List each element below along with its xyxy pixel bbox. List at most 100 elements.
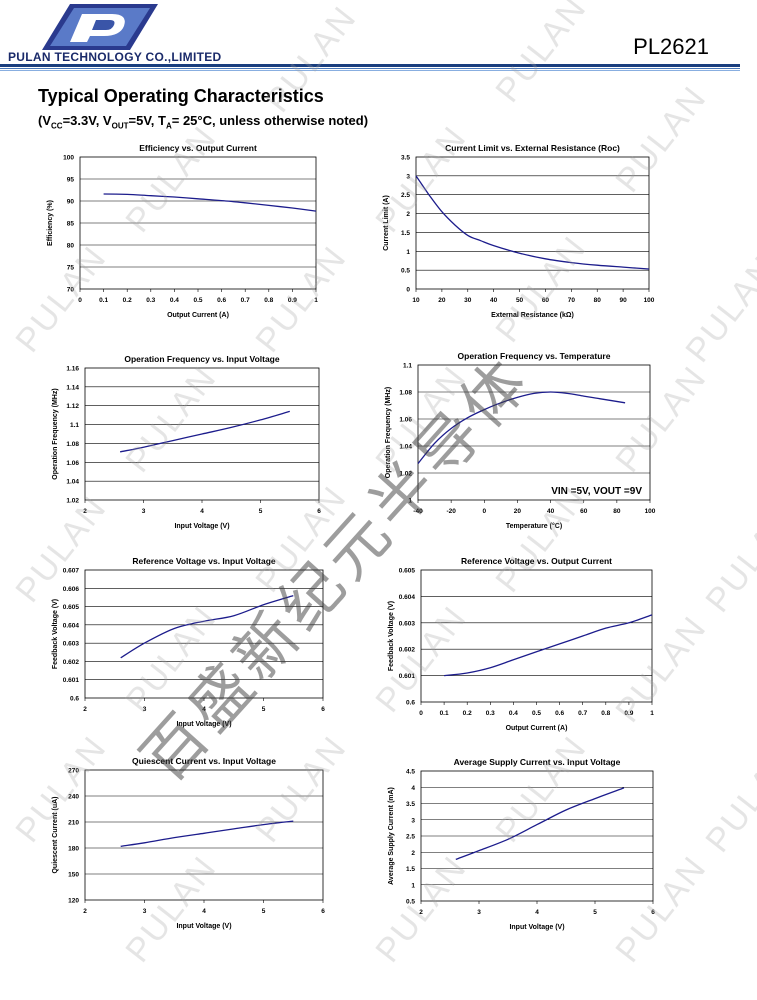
y-tick-label: 90 [67, 199, 75, 206]
y-tick-label: 75 [67, 265, 75, 272]
x-tick-label: 0.4 [509, 710, 518, 717]
y-tick-label: 2 [406, 211, 410, 218]
y-tick-label: 0 [406, 287, 410, 294]
y-tick-label: 0.604 [399, 594, 416, 601]
series-line [455, 787, 625, 861]
x-tick-label: 80 [613, 508, 621, 515]
series-line [103, 193, 317, 212]
x-tick-label: 0.1 [99, 297, 108, 304]
y-tick-label: 1 [406, 249, 410, 256]
x-tick-label: 100 [644, 297, 655, 304]
x-tick-label: 4 [202, 908, 206, 915]
x-tick-label: 1 [650, 710, 654, 717]
x-tick-label: 6 [321, 908, 325, 915]
x-axis-label: Temperature (°C) [506, 522, 562, 530]
x-tick-label: 0.2 [123, 297, 132, 304]
chart-efficiency-vs-output-current: 70 75 80 85 90 95 100 0 0.1 0.2 0.3 0.4 0.5 0.6 0.7 0.8… [47, 143, 318, 319]
chart-quiescent-current-vs-input-voltage: 120 150 180 210 240 270 2 3 4 5 6 Quiescent Current… [52, 756, 325, 930]
x-axis-label: Output Current (A) [506, 725, 568, 732]
series-line [415, 175, 650, 270]
x-tick-label: 40 [490, 297, 498, 304]
x-tick-label: 80 [594, 297, 602, 304]
x-tick-label: 0.8 [264, 297, 273, 304]
x-tick-label: 3 [477, 909, 481, 916]
y-axis-label: Current Limit (A) [383, 195, 390, 251]
x-tick-label: 0.3 [146, 297, 155, 304]
y-tick-label: 3.5 [401, 155, 410, 162]
y-tick-label: 120 [68, 898, 79, 905]
y-tick-label: 1.08 [66, 441, 79, 448]
x-tick-label: 0.6 [555, 710, 564, 717]
x-tick-label: 0.5 [193, 297, 202, 304]
header-rule [0, 64, 740, 67]
x-tick-label: 0.7 [578, 710, 587, 717]
company-name: PULAN TECHNOLOGY CO.,LIMITED [8, 50, 222, 64]
x-tick-label: 3 [143, 908, 147, 915]
y-tick-label: 0.5 [406, 899, 415, 906]
y-tick-label: 1.06 [66, 460, 79, 467]
x-tick-label: 5 [262, 908, 266, 915]
y-tick-label: 150 [68, 872, 79, 879]
y-tick-label: 1.04 [66, 479, 79, 486]
y-tick-label: 80 [67, 243, 75, 250]
x-tick-label: 0.7 [241, 297, 250, 304]
header: PULAN TECHNOLOGY CO.,LIMITED PL2621 [0, 0, 757, 80]
y-tick-label: 0.601 [63, 677, 80, 684]
y-axis-label: Operation Frequency (MHz) [385, 387, 392, 478]
x-tick-label: 0.8 [601, 710, 610, 717]
y-tick-label: 0.604 [63, 622, 80, 629]
y-tick-label: 0.606 [63, 586, 80, 593]
x-tick-label: 2 [419, 909, 423, 916]
x-tick-label: 40 [547, 508, 555, 515]
y-tick-label: 0.602 [399, 647, 416, 654]
x-tick-label: 0.3 [486, 710, 495, 717]
series-line [120, 820, 294, 847]
header-rule-light [0, 70, 740, 71]
y-tick-label: 1.12 [66, 403, 79, 410]
plot-area [417, 364, 651, 501]
x-tick-label: 5 [262, 706, 266, 713]
chart-frequency-vs-temperature: 1 1.02 1.04 1.06 1.08 1.1 -40 -20 0 20 40 60 80 100 Op… [385, 351, 656, 530]
y-tick-label: 0.602 [63, 659, 80, 666]
y-tick-label: 0.603 [63, 641, 80, 648]
y-axis-label: Average Supply Current (mA) [388, 787, 395, 885]
y-tick-label: 1.08 [399, 390, 412, 397]
chart-frequency-vs-input-voltage: 1.02 1.04 1.06 1.08 1.1 1.12 1.14 1.16 2 3 4 5 6 Oper… [52, 354, 321, 530]
x-axis-label: Input Voltage (V) [509, 924, 564, 931]
y-axis-label: Efficiency (%) [47, 200, 54, 246]
y-tick-label: 3 [411, 817, 415, 824]
x-tick-label: 0.2 [463, 710, 472, 717]
x-tick-label: 4 [202, 706, 206, 713]
series-line [119, 410, 290, 453]
y-tick-label: 1.1 [70, 422, 79, 429]
y-tick-label: 0.5 [401, 268, 410, 275]
y-tick-label: 4 [411, 785, 415, 792]
y-tick-label: 240 [68, 794, 79, 801]
x-tick-label: 0.9 [624, 710, 633, 717]
y-tick-label: 1.1 [403, 363, 412, 370]
x-axis-label: Output Current (A) [167, 312, 229, 319]
y-tick-label: 270 [68, 768, 79, 775]
x-tick-label: 6 [651, 909, 655, 916]
plot-area [84, 769, 324, 901]
x-tick-label: 0.6 [217, 297, 226, 304]
x-tick-label: 100 [645, 508, 656, 515]
x-tick-label: 0 [482, 508, 486, 515]
x-tick-label: 60 [580, 508, 588, 515]
x-tick-label: 70 [568, 297, 576, 304]
x-tick-label: 30 [464, 297, 472, 304]
y-tick-label: 2.5 [406, 834, 415, 841]
y-tick-label: 2 [411, 850, 415, 857]
x-tick-label: 4 [200, 508, 204, 515]
y-axis-label: Operation Frequency (MHz) [52, 388, 59, 479]
y-tick-label: 0.601 [399, 673, 416, 680]
x-tick-label: 0.1 [440, 710, 449, 717]
x-tick-label: 3 [142, 508, 146, 515]
chart-average-supply-current-vs-input-voltage: 0.5 1 1.5 2 2.5 3 3.5 4 4.5 2 3 4 5 6 Average Supply C… [388, 757, 655, 931]
chart-title: Current Limit vs. External Resistance (R… [445, 143, 620, 153]
y-tick-label: 0.6 [406, 700, 415, 707]
chart-annotation: VIN =5V, VOUT =9V [551, 486, 642, 497]
y-tick-label: 1.02 [399, 471, 412, 478]
y-tick-label: 180 [68, 846, 79, 853]
x-tick-label: 2 [83, 908, 87, 915]
